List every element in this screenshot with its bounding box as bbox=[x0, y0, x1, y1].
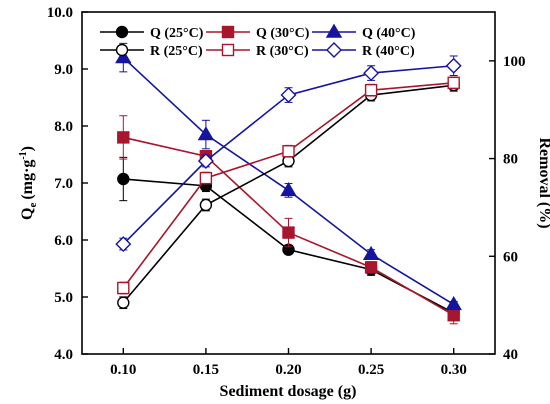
data-point bbox=[445, 296, 462, 311]
y-tick-label: 10.0 bbox=[47, 5, 73, 21]
x-tick-label: 0.25 bbox=[358, 362, 384, 378]
legend-marker bbox=[115, 25, 129, 39]
data-point bbox=[115, 236, 132, 253]
y-label-q: Q bbox=[19, 208, 36, 220]
legend-label: Q (30°C) bbox=[256, 26, 310, 41]
y-tick-label: 8.0 bbox=[54, 119, 73, 135]
y2-tick-label: 40 bbox=[503, 347, 518, 363]
y-label-sub: e bbox=[27, 203, 39, 208]
data-point bbox=[117, 172, 130, 186]
legend-marker bbox=[325, 23, 343, 38]
x-tick-label: 0.10 bbox=[110, 362, 136, 378]
data-point bbox=[199, 198, 213, 212]
series-2 bbox=[117, 115, 460, 325]
y-tick-label: 7.0 bbox=[54, 176, 73, 192]
y-label-units-close: ) bbox=[19, 146, 36, 151]
data-point bbox=[117, 131, 130, 144]
y2-tick-label: 80 bbox=[503, 152, 518, 168]
data-point bbox=[282, 226, 295, 239]
legend-marker bbox=[326, 42, 342, 58]
data-point bbox=[117, 296, 130, 309]
data-point bbox=[197, 153, 214, 170]
data-point bbox=[447, 309, 460, 322]
series-6 bbox=[115, 55, 462, 253]
legend-label: Q (25°C) bbox=[150, 26, 204, 41]
data-point bbox=[362, 245, 380, 260]
series-3 bbox=[115, 42, 462, 311]
data-point bbox=[445, 57, 462, 74]
y-label-sup: -1 bbox=[18, 151, 29, 159]
legend-item-4: R (25°C) bbox=[100, 43, 203, 59]
y-axis-left: 4.0 5.0 6.0 7.0 8.0 9.0 10.0 bbox=[47, 5, 88, 363]
data-point bbox=[363, 65, 380, 82]
y-axis-label-left: Qe (mg·g-1) bbox=[18, 146, 39, 220]
legend-marker bbox=[221, 43, 235, 57]
series-layer bbox=[115, 42, 462, 325]
y2-tick-label: 100 bbox=[503, 54, 526, 70]
x-tick-label: 0.30 bbox=[441, 362, 467, 378]
data-point bbox=[197, 126, 215, 141]
x-axis: 0.10 0.15 0.20 0.25 0.30 bbox=[110, 348, 467, 378]
legend-item-1: Q (25°C) bbox=[100, 25, 204, 41]
legend-marker bbox=[221, 25, 235, 39]
series-5 bbox=[117, 76, 460, 295]
data-point bbox=[280, 87, 297, 104]
x-axis-label: Sediment dosage (g) bbox=[220, 383, 357, 400]
data-point bbox=[364, 83, 378, 97]
y-tick-label: 9.0 bbox=[54, 62, 73, 78]
data-point bbox=[282, 145, 295, 158]
legend-marker bbox=[115, 43, 129, 57]
y-label-units: (mg·g bbox=[19, 160, 36, 200]
y-tick-label: 6.0 bbox=[54, 233, 73, 249]
y-tick-label: 5.0 bbox=[54, 290, 73, 306]
data-point bbox=[364, 261, 378, 274]
legend-label: Q (40°C) bbox=[362, 26, 416, 41]
legend-item-6: R (40°C) bbox=[312, 42, 415, 59]
data-point bbox=[117, 281, 130, 295]
y-tick-label: 4.0 bbox=[54, 347, 73, 363]
legend-item-3: Q (40°C) bbox=[312, 23, 416, 41]
data-point bbox=[447, 76, 460, 90]
data-point bbox=[199, 171, 213, 185]
legend: Q (25°C) Q (30°C) Q (40°C) R (25°C) R (30°C)… bbox=[100, 23, 416, 59]
y2-tick-label: 60 bbox=[503, 249, 518, 265]
data-point bbox=[115, 49, 132, 64]
data-point bbox=[280, 182, 297, 197]
y-axis-label-right: Removal (%) bbox=[536, 137, 550, 228]
legend-item-5: R (30°C) bbox=[206, 43, 309, 59]
y-axis-right: 40 60 80 100 bbox=[489, 54, 526, 363]
legend-item-2: Q (30°C) bbox=[206, 25, 310, 41]
x-tick-label: 0.20 bbox=[275, 362, 301, 378]
legend-label: R (40°C) bbox=[362, 44, 415, 59]
legend-label: R (30°C) bbox=[256, 44, 309, 59]
x-tick-label: 0.15 bbox=[193, 362, 219, 378]
legend-label: R (25°C) bbox=[150, 44, 203, 59]
